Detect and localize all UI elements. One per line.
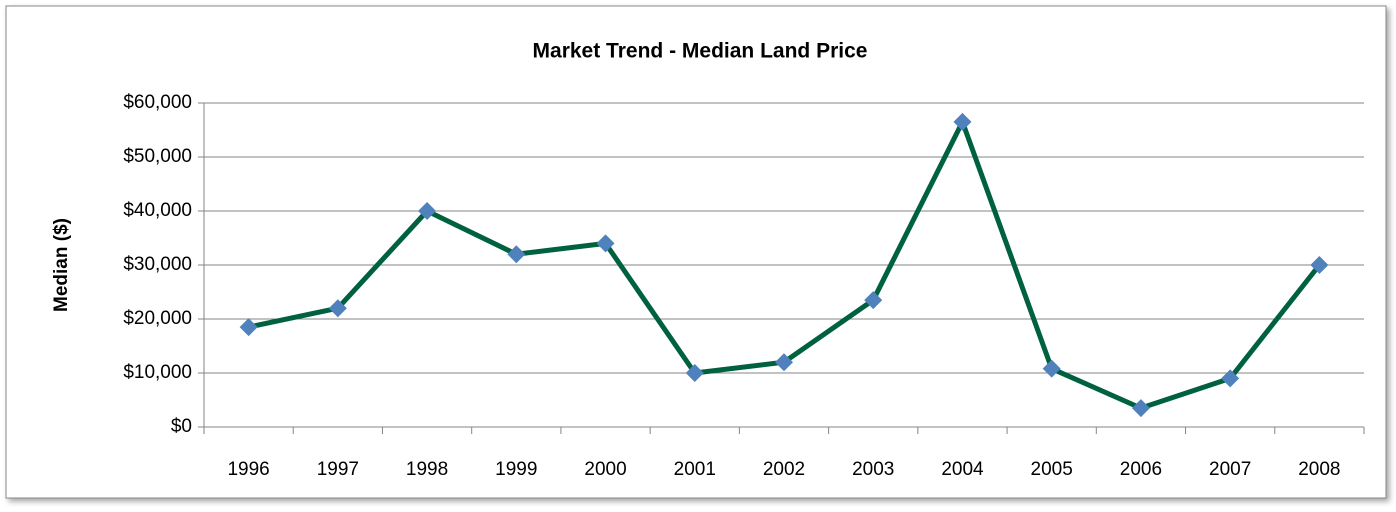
x-tick-label: 2004 bbox=[941, 459, 984, 480]
data-marker bbox=[1310, 256, 1329, 274]
x-tick-label: 1998 bbox=[406, 459, 448, 480]
y-tick-label: $60,000 bbox=[123, 92, 192, 113]
y-tick-label: $0 bbox=[171, 416, 192, 437]
x-tick-label: 1999 bbox=[495, 459, 537, 480]
y-tick-label: $20,000 bbox=[123, 308, 192, 329]
data-marker bbox=[596, 234, 615, 253]
data-marker bbox=[685, 364, 704, 382]
data-marker bbox=[1131, 399, 1150, 418]
x-tick-label: 2003 bbox=[852, 459, 894, 480]
data-marker bbox=[864, 291, 883, 310]
y-tick-label: $10,000 bbox=[123, 362, 192, 383]
y-tick-label: $40,000 bbox=[123, 200, 192, 221]
data-marker bbox=[418, 202, 437, 220]
y-tick-label: $30,000 bbox=[123, 254, 192, 275]
x-tick-label: 2007 bbox=[1209, 459, 1251, 480]
x-tick-label: 2002 bbox=[763, 459, 805, 480]
x-tick-label: 1997 bbox=[317, 459, 359, 480]
chart-frame bbox=[5, 5, 1387, 499]
y-axis-label: Median ($) bbox=[51, 218, 72, 312]
x-tick-label: 2001 bbox=[674, 459, 716, 480]
data-marker bbox=[1042, 359, 1061, 378]
data-marker bbox=[239, 318, 258, 337]
x-tick-label: 2006 bbox=[1120, 459, 1162, 480]
chart-title: Market Trend - Median Land Price bbox=[533, 40, 868, 63]
data-marker bbox=[775, 353, 793, 372]
data-marker bbox=[953, 112, 972, 131]
x-tick-label: 1996 bbox=[227, 459, 269, 480]
data-marker bbox=[507, 245, 526, 264]
y-tick-label: $50,000 bbox=[123, 146, 192, 167]
x-tick-label: 2008 bbox=[1298, 459, 1340, 480]
x-tick-label: 2005 bbox=[1031, 459, 1073, 480]
x-tick-label: 2000 bbox=[584, 459, 626, 480]
data-marker bbox=[1221, 369, 1240, 388]
data-marker bbox=[328, 299, 347, 318]
